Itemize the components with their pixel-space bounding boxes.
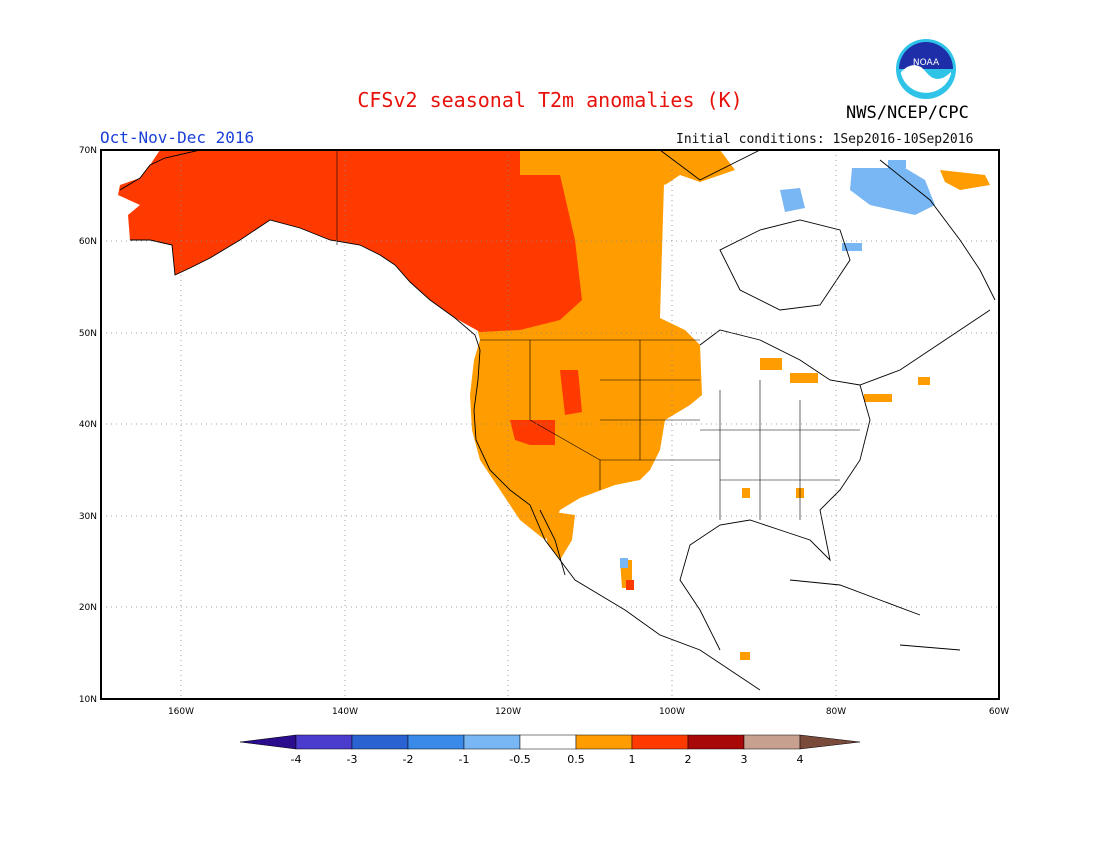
anomaly-cell-michigan [790, 373, 818, 383]
colorbar-seg-2 [351, 734, 409, 750]
agency-label: NWS/NCEP/CPC [846, 103, 969, 123]
lon-tick-140W: 140W [332, 707, 358, 717]
anomaly-region-utah-hot [560, 370, 582, 415]
initial-conditions-label: Initial conditions: 1Sep2016-10Sep2016 [676, 132, 974, 147]
colorbar-seg-5 [519, 734, 577, 750]
colorbar-label-4: -0.5 [509, 753, 530, 766]
anomaly-cell-alabama [742, 488, 750, 498]
anomaly-region-west-warm [400, 150, 702, 540]
colorbar-label-8: 3 [741, 753, 748, 766]
colorbar: -4 -3 -2 -1 -0.5 0.5 1 2 3 4 [239, 734, 861, 766]
colorbar-label-3: -1 [459, 753, 470, 766]
anomaly-region-mexico-cool [620, 558, 628, 568]
lon-tick-100W: 100W [659, 707, 685, 717]
colorbar-seg-8 [687, 734, 745, 750]
anomaly-fields [118, 150, 990, 660]
lat-tick-60N: 60N [79, 237, 97, 247]
colorbar-label-2: -2 [403, 753, 414, 766]
anomaly-region-hudson-cool [780, 188, 805, 212]
lat-axis: 10N 20N 30N 40N 50N 60N 70N [79, 146, 97, 705]
colorbar-label-9: 4 [797, 753, 804, 766]
lat-tick-40N: 40N [79, 420, 97, 430]
anomaly-cell-guatemala [740, 652, 750, 660]
anomaly-cell-newyork [864, 394, 892, 402]
anomaly-cell-greatlakes [760, 358, 782, 370]
anomaly-region-quebec-cool [888, 160, 906, 168]
colorbar-seg-10 [799, 734, 861, 750]
lon-tick-60W: 60W [989, 707, 1009, 717]
anomaly-region-baffin-cool [850, 168, 935, 215]
chart-title: CFSv2 seasonal T2m anomalies (K) [357, 88, 743, 112]
logo-text: NOAA [913, 58, 940, 68]
anomaly-region-greenland-warm [940, 170, 990, 190]
anomaly-region-baja-warm [540, 510, 575, 560]
colorbar-seg-6 [575, 734, 633, 750]
lon-tick-160W: 160W [168, 707, 194, 717]
colorbar-label-6: 1 [629, 753, 636, 766]
map-frame [100, 149, 1000, 700]
colorbar-seg-0 [239, 734, 297, 750]
colorbar-seg-3 [407, 734, 465, 750]
colorbar-label-7: 2 [685, 753, 692, 766]
lat-tick-30N: 30N [79, 512, 97, 522]
anomaly-region-alaska-hot [118, 150, 582, 332]
season-label: Oct-Nov-Dec 2016 [100, 128, 255, 147]
anomaly-cell-maine [918, 377, 930, 385]
anomaly-region-nevada-hot [510, 420, 555, 445]
colorbar-label-1: -3 [347, 753, 358, 766]
colorbar-seg-9 [743, 734, 801, 750]
colorbar-label-5: 0.5 [567, 753, 585, 766]
lat-tick-70N: 70N [79, 146, 97, 156]
noaa-logo: NOAA [896, 39, 956, 99]
lat-tick-50N: 50N [79, 329, 97, 339]
coastlines [119, 150, 996, 691]
lon-tick-120W: 120W [495, 707, 521, 717]
anomaly-region-labrador-cool [842, 243, 862, 251]
lat-tick-10N: 10N [79, 695, 97, 705]
lon-axis: 160W 140W 120W 100W 80W 60W [168, 707, 1009, 717]
colorbar-seg-7 [631, 734, 689, 750]
colorbar-seg-4 [463, 734, 521, 750]
anomaly-region-mexico-hot [626, 580, 634, 590]
colorbar-seg-1 [295, 734, 353, 750]
lat-tick-20N: 20N [79, 603, 97, 613]
colorbar-label-0: -4 [291, 753, 302, 766]
anomaly-region-nw-canada-warm [520, 150, 735, 185]
lon-tick-80W: 80W [826, 707, 846, 717]
state-borders [336, 150, 860, 520]
